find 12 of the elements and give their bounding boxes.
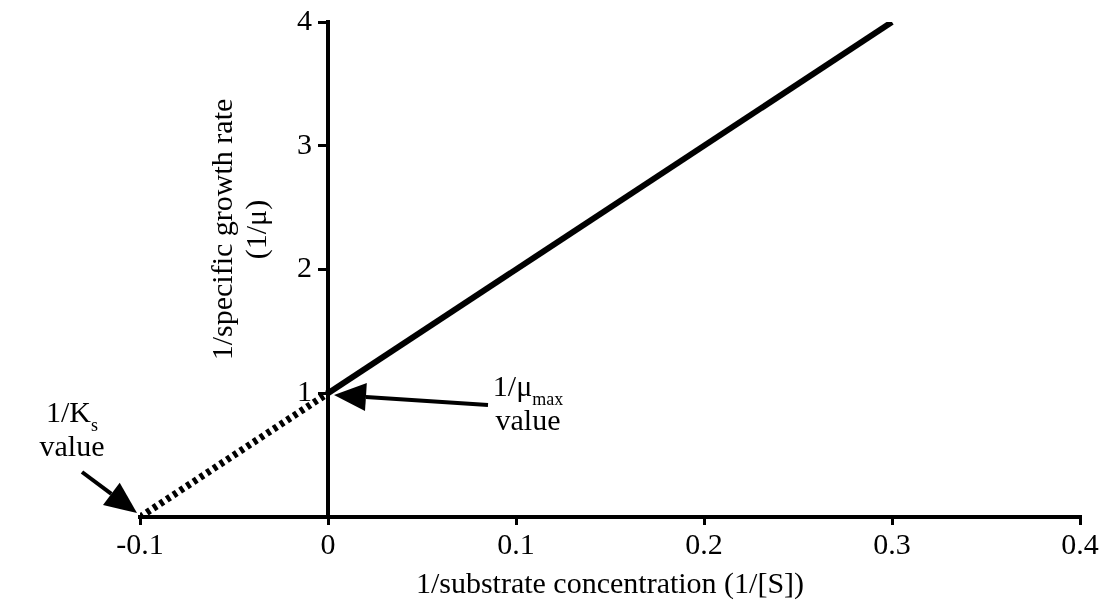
y-axis-title: 1/specific growth rate (1/μ)	[205, 98, 273, 361]
y-tick-label: 2	[297, 250, 312, 284]
x-tick-label: 0.1	[497, 526, 535, 560]
x-tick-label: 0.2	[685, 526, 723, 560]
x-tick-label: 0.4	[1061, 526, 1099, 560]
y-tick-label: 3	[297, 126, 312, 160]
y-tick-label: 4	[297, 2, 312, 36]
x-tick-label: -0.1	[116, 526, 164, 560]
x-tick-label: 0.3	[873, 526, 911, 560]
y-tick-label: 1	[297, 374, 312, 408]
x-axis-title: 1/substrate concentration (1/[S])	[415, 565, 805, 600]
x-tick-label: 0	[320, 526, 336, 560]
